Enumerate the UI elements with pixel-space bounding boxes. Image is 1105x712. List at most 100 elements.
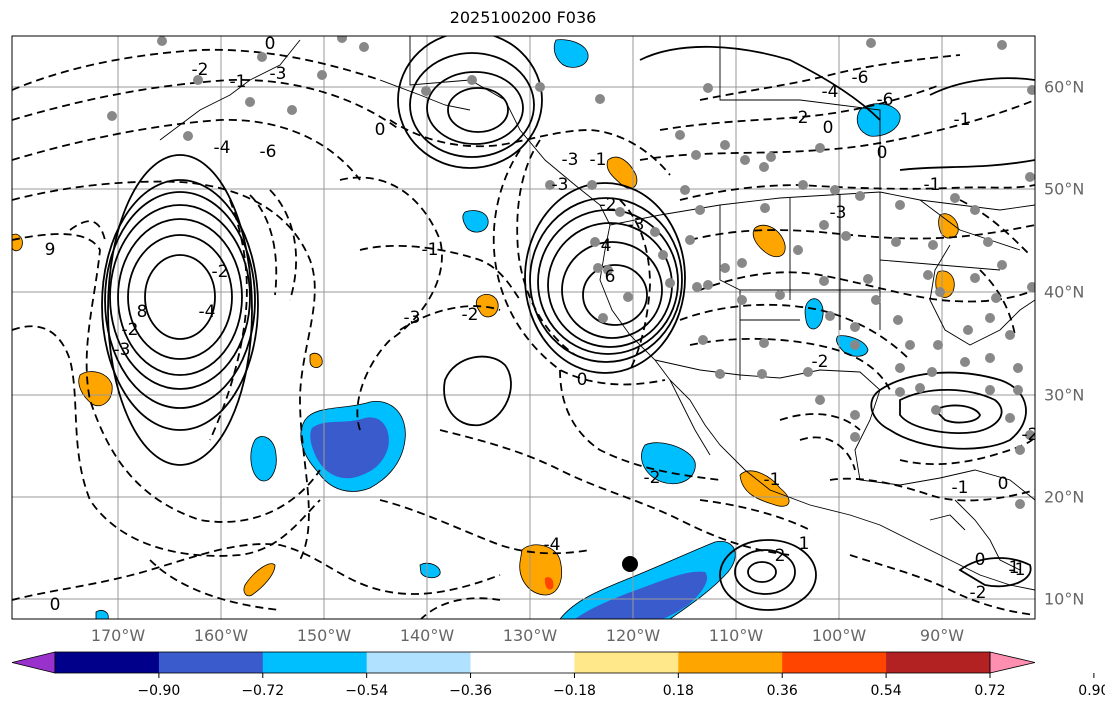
longitude-label: 100°W [811, 626, 867, 645]
colorbar-tick-label: 0.18 [662, 683, 694, 699]
contour-label: -3 [562, 150, 579, 170]
contour-label: -6 [260, 142, 277, 162]
positive-anomaly-region [752, 224, 786, 258]
colorbar-segment [158, 652, 264, 673]
negative-anomaly-region [553, 39, 589, 68]
contour-label: -2 [462, 305, 479, 325]
contour-label: -2 [812, 352, 829, 372]
low-pressure-contour [397, 36, 543, 169]
contour-label: 0 [577, 370, 588, 390]
contour-labels: 0-2-1 -3-4 -698 -4-2-3-20-3-1-2-3-646-2-3-4… [45, 34, 1039, 615]
latitude-label: 10°N [1044, 589, 1085, 609]
colorbar-extend-high [989, 651, 1036, 674]
contour-label: 0 [877, 143, 888, 163]
contour-label: -6 [877, 90, 894, 110]
low-pressure-contour [734, 549, 796, 595]
contour-label: -1 [952, 478, 969, 498]
contour-label: 0 [265, 34, 276, 54]
contour-label: 0 [998, 474, 1009, 494]
low-pressure-contour [524, 182, 686, 374]
negative-anomaly-region [804, 298, 824, 330]
contour-label: -3 [404, 308, 421, 328]
high-pressure-contour [127, 234, 233, 360]
low-pressure-contour [561, 241, 663, 339]
low-pressure-contour [582, 264, 648, 326]
high-pressure-contour [144, 254, 216, 340]
high-pressure-contour [107, 154, 253, 466]
colorbar-segment [886, 652, 991, 673]
contour-label: 1 [1009, 558, 1020, 578]
positive-anomaly-region [243, 563, 276, 597]
colorbar-extend-low [11, 651, 56, 674]
negative-anomaly-region [462, 210, 489, 233]
low-pressure-contour [529, 197, 683, 363]
contour-label: -2 [792, 108, 809, 128]
contour-label: -2 [644, 468, 661, 488]
low-pressure-contour [426, 71, 524, 145]
colorbar-tick-label: 0.54 [870, 683, 902, 699]
longitude-label: 140°W [399, 626, 455, 645]
contour-label: -3 [270, 64, 287, 84]
low-pressure-contour [447, 87, 509, 133]
negative-strong-region [310, 417, 389, 479]
high-pressure-contour [101, 179, 259, 431]
colorbar-tick-label: −0.54 [345, 683, 389, 699]
negative-anomaly-region [250, 436, 277, 482]
contour-label: 1 [799, 534, 810, 554]
contour-label: -2 [192, 60, 209, 80]
contour-label: 2 [775, 546, 786, 566]
contour-label: -2 [970, 583, 987, 603]
high-pressure-contour [109, 204, 251, 390]
contour-label: -1 [422, 240, 439, 260]
contour-label: -2 [212, 262, 229, 282]
contour-label: 4 [601, 236, 612, 256]
storm-center-marker [622, 556, 638, 572]
colorbar-segment [782, 652, 887, 673]
longitude-label: 130°W [502, 626, 558, 645]
contour-label: 6 [605, 267, 616, 287]
latitude-label: 40°N [1044, 282, 1085, 302]
shaded-regions [12, 39, 959, 619]
contour-label: -1 [590, 150, 607, 170]
colorbar-tick-label: 0.36 [766, 683, 798, 699]
contour-label: -6 [852, 68, 869, 88]
dashed-contours [12, 48, 1035, 619]
longitude-label: 150°W [296, 626, 352, 645]
longitude-label: 160°W [193, 626, 249, 645]
latitude-label: 30°N [1044, 385, 1085, 405]
high-pressure-contour [117, 218, 243, 376]
longitude-label: 170°W [90, 626, 146, 645]
negative-anomaly-region [95, 610, 109, 619]
contour-label: -1 [954, 110, 971, 130]
colorbar-segment [470, 652, 575, 673]
contour-label: -1 [1009, 560, 1026, 580]
colorbar-segment [262, 652, 368, 673]
contour-label: -1 [230, 72, 247, 92]
low-pressure-contour [719, 539, 817, 611]
coastlines [159, 36, 1035, 591]
latitude-label: 60°N [1044, 77, 1085, 97]
contour-label: -3 [628, 215, 645, 235]
low-pressure-contour [409, 52, 535, 158]
colorbar-segment [574, 652, 679, 673]
chart-title: 2025100200 F036 [449, 8, 597, 27]
contour-label: -3 [552, 175, 569, 195]
colorbar-tick-label: 0.72 [974, 683, 1006, 699]
contour-label: 0 [823, 118, 834, 138]
contour-label: -2 [1022, 425, 1039, 445]
negative-anomaly-region [641, 442, 696, 485]
negative-strong-region [575, 571, 708, 619]
contour-label: -2 [122, 320, 139, 340]
colorbar [11, 651, 1095, 678]
colorbar-tick-label: −0.72 [241, 683, 285, 699]
colorbar-segment [678, 652, 783, 673]
graticule [12, 36, 1035, 619]
contour-label: 8 [137, 302, 148, 322]
positive-anomaly-region [475, 294, 499, 318]
latitude-label: 20°N [1044, 487, 1085, 507]
positive-strong-region [544, 577, 554, 590]
station-markers [107, 36, 1035, 509]
latitude-label: 50°N [1044, 179, 1085, 199]
contour-label: -4 [822, 82, 839, 102]
